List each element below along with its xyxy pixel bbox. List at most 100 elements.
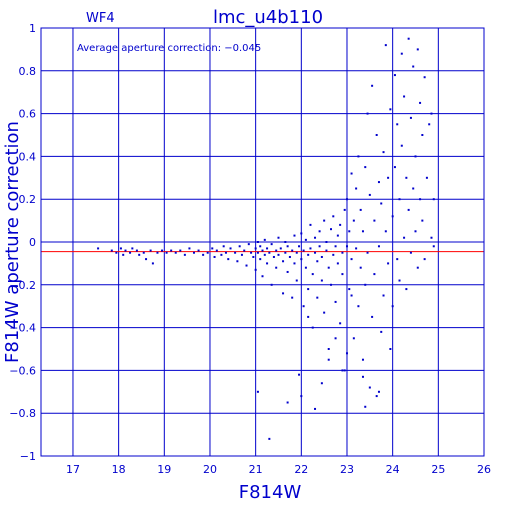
data-point — [345, 245, 348, 248]
data-point — [359, 266, 362, 269]
data-point — [300, 395, 303, 398]
y-tick-label: −0.8 — [9, 407, 36, 420]
data-point — [234, 251, 237, 254]
data-point — [268, 437, 271, 440]
data-point — [368, 193, 371, 196]
data-point — [361, 230, 364, 233]
data-point — [398, 279, 401, 282]
data-point — [314, 251, 317, 254]
x-tick-label: 22 — [294, 463, 308, 476]
data-point — [238, 245, 241, 248]
data-point — [282, 292, 285, 295]
data-point — [400, 144, 403, 147]
data-point — [259, 245, 262, 248]
data-point — [325, 249, 328, 252]
data-point — [371, 315, 374, 318]
x-tick-label: 25 — [431, 463, 445, 476]
data-point — [357, 305, 360, 308]
data-point — [325, 241, 328, 243]
data-point — [389, 108, 392, 111]
data-point — [284, 241, 287, 243]
data-point — [423, 76, 426, 79]
plot-frame — [40, 27, 485, 457]
data-point — [151, 262, 154, 265]
data-point — [295, 279, 298, 282]
data-point — [396, 258, 399, 261]
data-point — [227, 258, 230, 261]
data-point — [224, 251, 227, 254]
data-point — [323, 219, 326, 222]
data-point — [368, 386, 371, 389]
chart-title: lmc_u4b110 — [213, 7, 323, 28]
data-point — [373, 219, 376, 222]
data-point — [345, 198, 348, 201]
data-point — [391, 305, 394, 308]
data-point — [366, 251, 369, 254]
x-tick-label: 19 — [157, 463, 171, 476]
data-point — [348, 288, 351, 291]
data-point — [131, 247, 134, 250]
data-point — [192, 251, 195, 254]
data-point — [423, 258, 426, 261]
data-point — [382, 294, 385, 297]
data-point — [432, 245, 435, 248]
y-tick-label: 1 — [29, 22, 36, 35]
data-point — [361, 375, 364, 378]
data-point — [245, 264, 248, 267]
data-point — [393, 166, 396, 169]
data-point — [318, 230, 321, 233]
data-point — [384, 230, 387, 233]
data-point — [161, 249, 164, 252]
data-point — [229, 247, 232, 250]
data-point — [256, 241, 259, 243]
data-point — [179, 249, 182, 252]
data-point — [213, 255, 216, 258]
data-point — [323, 311, 326, 314]
data-point — [138, 253, 141, 256]
data-point — [286, 245, 289, 248]
data-point — [291, 296, 294, 299]
data-point — [350, 258, 353, 261]
data-point — [254, 247, 257, 250]
y-tick-label: −0.6 — [9, 364, 36, 377]
data-point — [236, 260, 239, 263]
data-point — [279, 247, 282, 250]
data-point — [282, 260, 285, 263]
data-point — [295, 251, 298, 254]
y-tick-label: 0.2 — [19, 193, 37, 206]
data-point — [222, 245, 225, 248]
data-point — [307, 288, 310, 291]
y-tick-label: −1 — [20, 450, 36, 463]
data-point — [352, 337, 355, 340]
data-point — [409, 251, 412, 254]
data-point — [197, 249, 200, 252]
data-point — [332, 215, 335, 218]
data-point — [240, 253, 243, 256]
data-point — [302, 305, 305, 308]
data-point — [407, 208, 410, 211]
data-point — [266, 247, 269, 250]
data-point — [398, 198, 401, 201]
data-point — [419, 198, 422, 201]
data-point — [286, 401, 289, 404]
data-point — [432, 198, 435, 201]
data-point — [405, 288, 408, 291]
data-point — [124, 249, 127, 252]
x-tick-label: 23 — [340, 463, 354, 476]
y-tick-labels: −1 −0.8 −0.6 −0.4 −0.2 0 0.2 0.4 0.6 0.8 1 — [9, 22, 36, 463]
data-point — [330, 228, 333, 231]
data-point — [425, 176, 428, 179]
data-point — [327, 348, 330, 350]
data-point — [377, 390, 380, 393]
data-point — [247, 243, 250, 246]
data-point — [359, 208, 362, 211]
data-point — [293, 262, 296, 265]
data-point — [334, 245, 337, 248]
data-point — [311, 326, 314, 329]
data-point — [206, 251, 209, 254]
y-tick-label: 0.6 — [19, 108, 37, 121]
data-point — [412, 187, 415, 190]
data-point — [142, 251, 145, 254]
data-point — [405, 176, 408, 179]
data-point — [250, 251, 253, 254]
